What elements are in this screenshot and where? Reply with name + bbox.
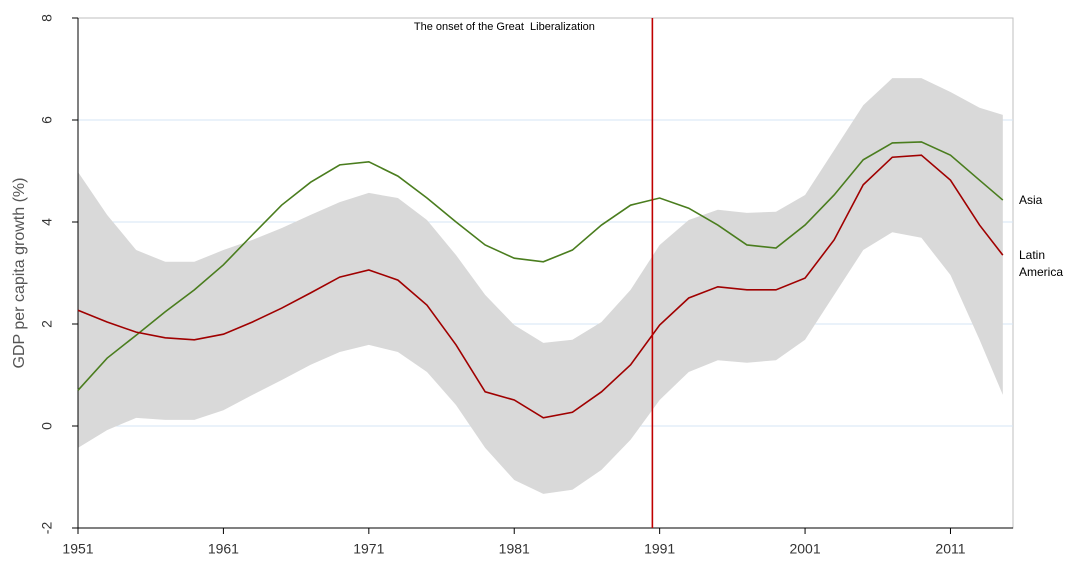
x-tick-label: 2001 xyxy=(789,541,820,557)
annotation-text: The onset of the Great Liberalization xyxy=(414,21,595,33)
y-tick-label: 8 xyxy=(39,14,55,22)
series-label: Latin America xyxy=(1019,248,1064,280)
x-tick-label: 1971 xyxy=(353,541,384,557)
series-line xyxy=(77,141,1004,391)
series-line xyxy=(77,154,1004,419)
confidence-band xyxy=(78,78,1003,494)
x-tick-label: 2011 xyxy=(935,541,965,557)
x-tick-label: 1981 xyxy=(499,541,530,557)
y-tick-label: 6 xyxy=(39,116,55,124)
y-tick-label: -2 xyxy=(39,522,55,535)
series-label: Asia xyxy=(1019,193,1043,208)
x-tick-label: 1991 xyxy=(644,541,675,557)
x-tick-label: 1961 xyxy=(208,541,239,557)
y-axis-title: GDP per capita growth (%) xyxy=(11,178,28,369)
y-tick-label: 0 xyxy=(39,422,55,430)
y-tick-label: 4 xyxy=(39,218,55,226)
x-tick-label: 1951 xyxy=(62,541,93,557)
y-tick-label: 2 xyxy=(39,320,55,328)
